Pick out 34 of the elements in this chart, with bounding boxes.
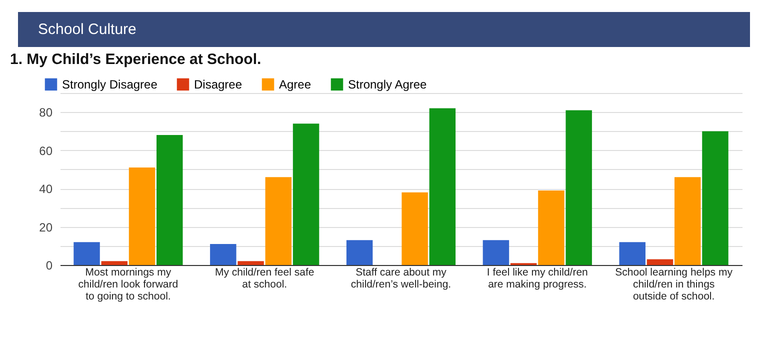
x-tick-label: I feel like my child/ren are making progress.	[486, 266, 588, 290]
legend-label: Agree	[279, 77, 312, 92]
bar	[619, 242, 646, 265]
x-tick-label: School learning helps my child/ren in things outside of school.	[615, 266, 734, 302]
bar	[156, 135, 183, 265]
bar	[292, 124, 320, 265]
y-tick-label: 60	[39, 144, 53, 158]
y-tick-label: 20	[39, 220, 53, 234]
bar	[674, 177, 701, 265]
legend-label: Strongly Disagree	[62, 77, 158, 92]
legend-label: Disagree	[194, 77, 242, 92]
bar	[128, 168, 156, 265]
legend-label: Strongly Agree	[348, 77, 428, 92]
bar	[538, 190, 564, 265]
bar	[101, 261, 128, 265]
bar	[74, 242, 100, 265]
bar	[566, 110, 592, 265]
bar	[646, 259, 674, 265]
bar	[402, 192, 428, 265]
chart-subtitle: 1. My Child’s Experience at School.	[10, 51, 262, 68]
bar	[210, 244, 236, 265]
x-tick-label: Staff care about my child/ren’s well-being.	[350, 266, 452, 290]
bar	[429, 108, 456, 265]
bar	[482, 240, 510, 265]
y-tick-label: 0	[46, 258, 53, 272]
y-tick-label: 40	[39, 182, 53, 196]
x-tick-label: My child/ren feel safe at school.	[214, 266, 314, 290]
y-tick-label: 80	[39, 106, 53, 120]
bar	[238, 261, 264, 265]
bar	[265, 177, 292, 265]
bar	[702, 131, 728, 265]
chart-title: School Culture	[18, 12, 750, 47]
x-tick-label: Most mornings my child/ren look forward to going to school.	[78, 266, 178, 302]
bar	[346, 240, 373, 265]
